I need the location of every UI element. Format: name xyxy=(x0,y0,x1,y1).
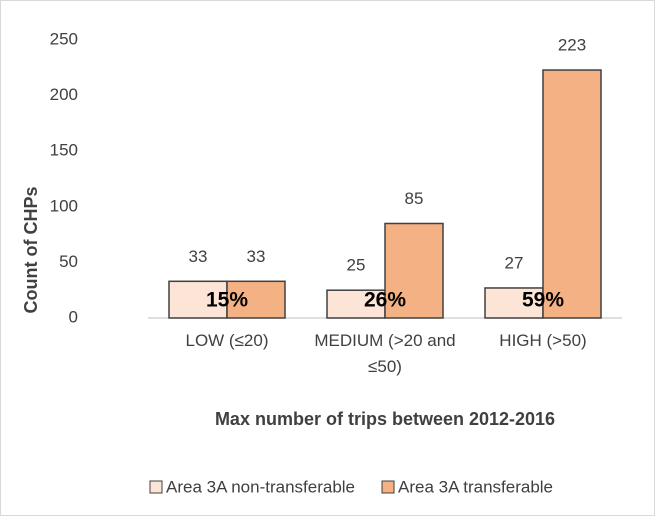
bar xyxy=(542,69,602,319)
annotation: 26% xyxy=(364,289,406,312)
x-tick-label: MEDIUM (>20 and ≤50) xyxy=(314,331,456,376)
bar xyxy=(326,289,386,319)
legend-swatch xyxy=(381,480,395,494)
y-axis-title: Count of CHPs xyxy=(21,187,41,314)
y-tick-label: 0 xyxy=(69,307,78,326)
legend-label: Area 3A transferable xyxy=(398,477,553,496)
bar xyxy=(226,280,286,319)
y-tick-label: 250 xyxy=(50,29,78,48)
data-label: 85 xyxy=(405,189,424,208)
data-label: 33 xyxy=(247,247,266,266)
data-label: 33 xyxy=(189,247,208,266)
legend-label: Area 3A non-transferable xyxy=(166,477,355,496)
legend-swatch xyxy=(149,480,163,494)
y-tick-label: 200 xyxy=(50,85,78,104)
data-label: 223 xyxy=(558,36,586,55)
x-tick-label: HIGH (>50) xyxy=(499,331,587,350)
y-tick-label: 150 xyxy=(50,141,78,160)
annotation: 59% xyxy=(522,289,564,312)
data-label: 27 xyxy=(505,253,524,272)
x-tick-label: LOW (≤20) xyxy=(185,331,269,350)
x-axis-title: Max number of trips between 2012-2016 xyxy=(215,409,555,429)
data-label: 25 xyxy=(347,256,366,275)
bar xyxy=(168,280,228,319)
bar xyxy=(384,222,444,319)
y-tick-label: 100 xyxy=(50,196,78,215)
annotation: 15% xyxy=(206,289,248,312)
y-tick-label: 50 xyxy=(59,252,78,271)
